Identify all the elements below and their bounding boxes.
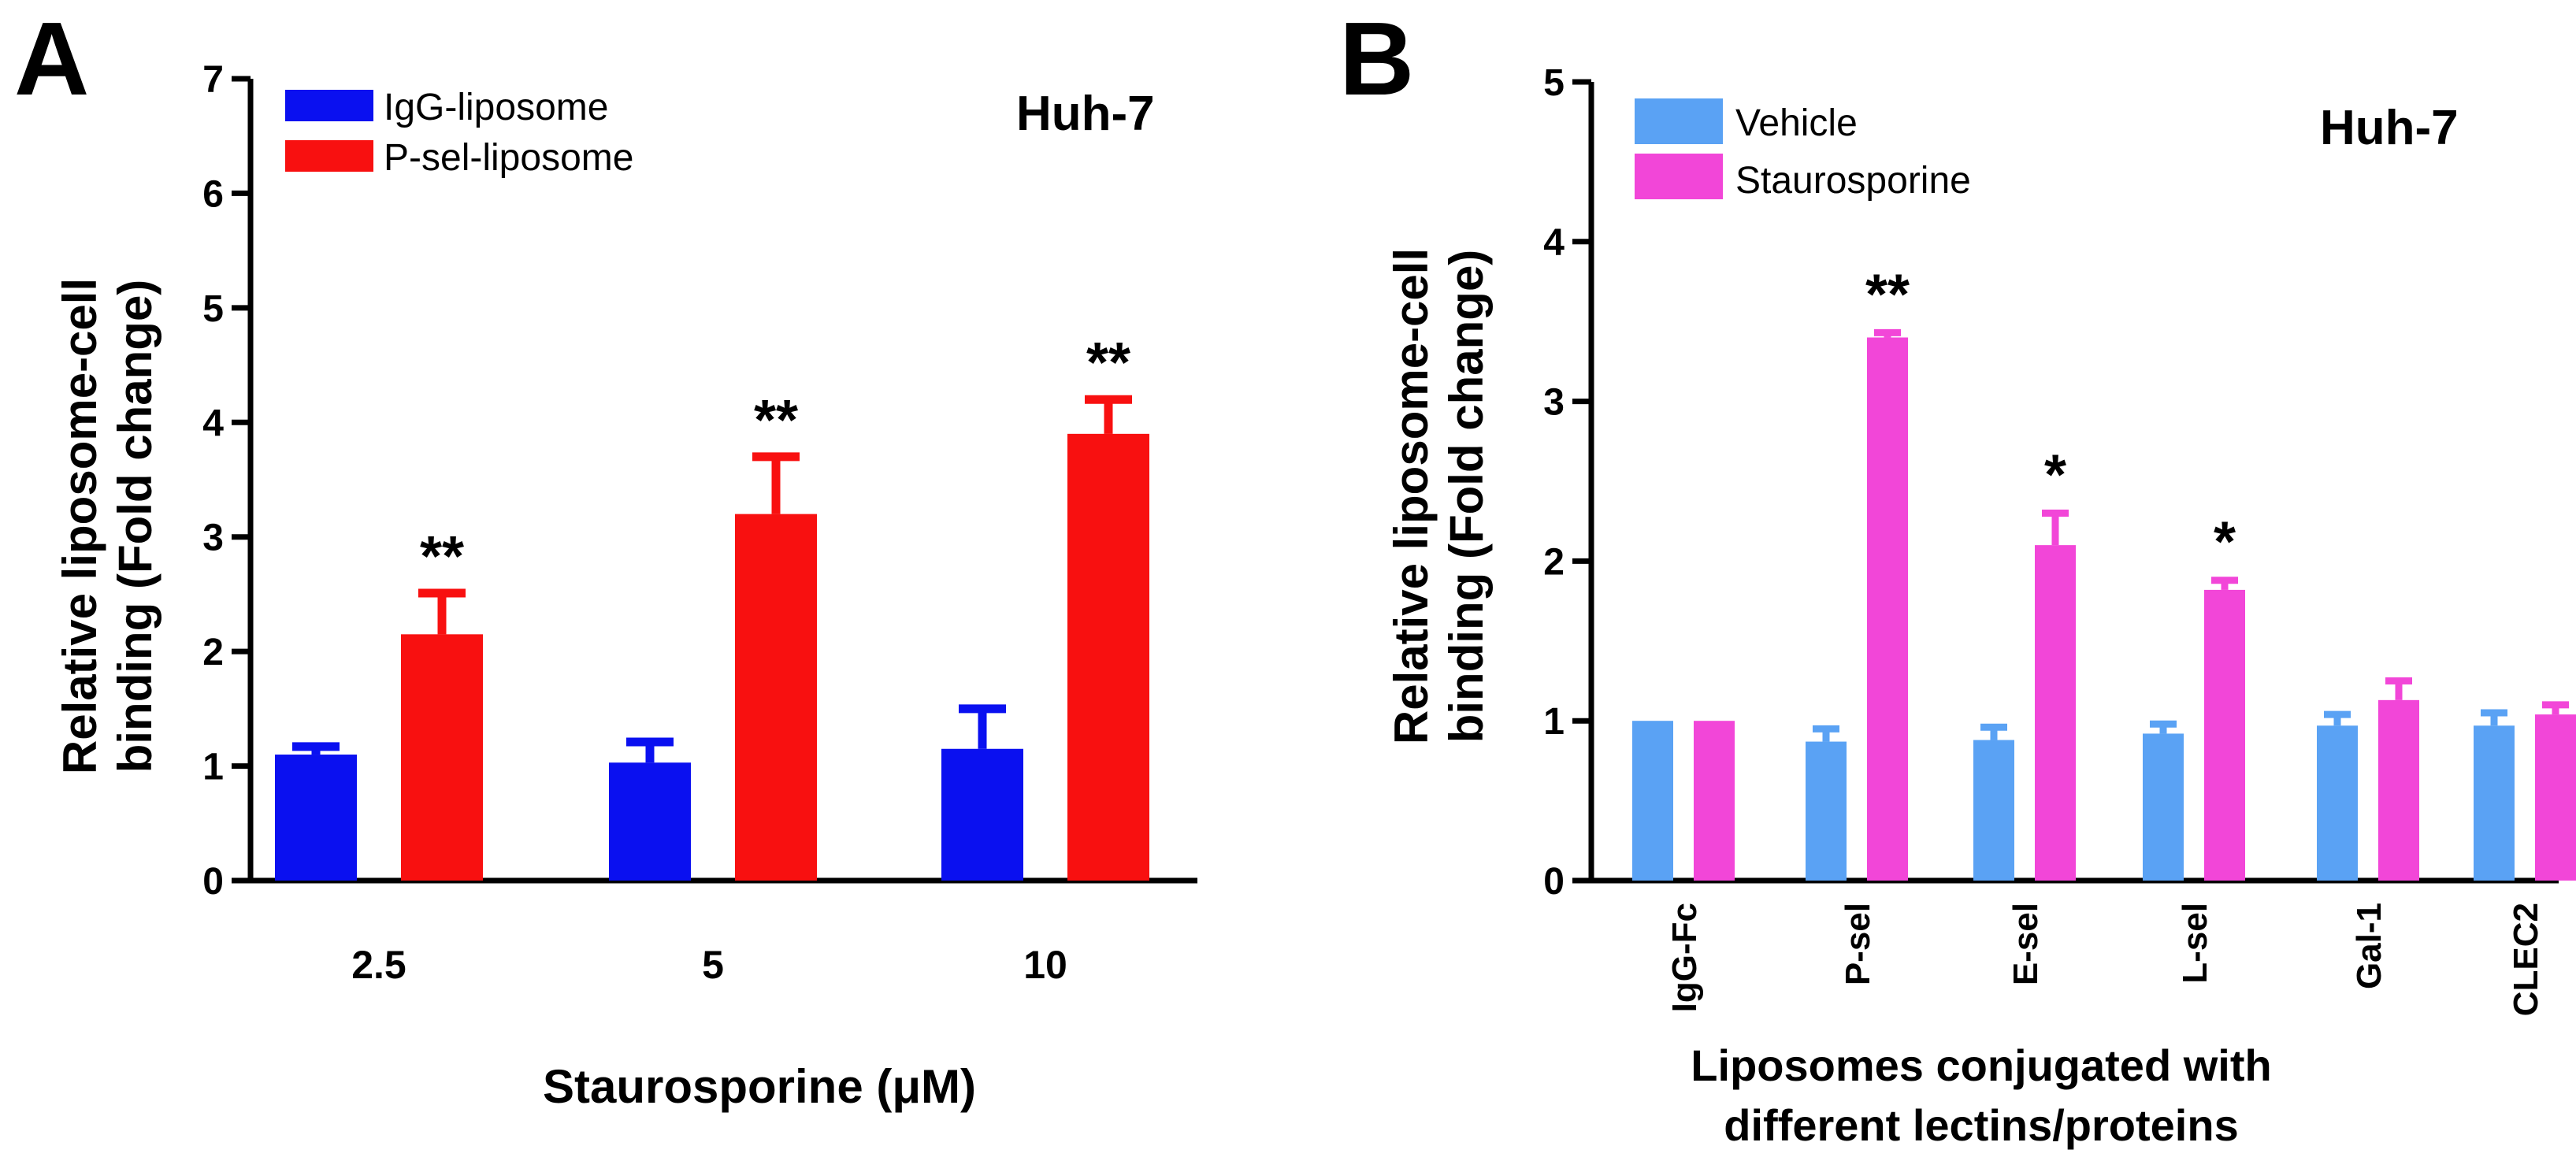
y-tick-label: 5: [1543, 62, 1565, 104]
panel-a: A Huh-7 IgG-liposome P-sel-liposome 0 1 2 3…: [14, 1, 1197, 1113]
y-tick-label: 2: [202, 632, 224, 673]
x-tick-label-5: 5: [702, 943, 724, 987]
significance-e-sel: *: [2044, 444, 2066, 507]
panel-a-x-tick-labels: 2.5 5 10: [351, 943, 1067, 987]
panel-b-bars: ****: [1632, 263, 2576, 881]
panel-a-y-axis: 0 1 2 3 4 5 6 7: [202, 59, 1197, 903]
y-tick-label: 4: [1543, 222, 1565, 264]
x-tick-label-10: 10: [1023, 943, 1067, 987]
panel-b-x-axis-title-line-2: different lectins/proteins: [1724, 1100, 2238, 1150]
x-tick-label-e-sel: E-sel: [2006, 903, 2045, 985]
bar-vehicle-l-sel: [2143, 733, 2184, 881]
bar-p-sel-liposome-10: [1067, 433, 1149, 881]
panel-b-x-tick-labels: IgG-Fc P-sel E-sel L-sel Gal-1 CLEC2: [1665, 903, 2545, 1016]
bar-staurosporine-gal-1: [2378, 699, 2419, 881]
bar-staurosporine-p-sel: [1867, 337, 1908, 881]
bar-igg-liposome-5: [609, 762, 691, 881]
panel-a-legend: IgG-liposome P-sel-liposome: [285, 87, 633, 179]
legend-label-vehicle: Vehicle: [1735, 102, 1858, 144]
x-tick-label-gal-1: Gal-1: [2350, 903, 2389, 989]
y-tick-label: 6: [202, 173, 224, 215]
legend-swatch-vehicle: [1635, 98, 1723, 144]
significance-p-sel: **: [1865, 263, 1910, 326]
x-tick-label-2-5: 2.5: [351, 943, 406, 987]
bar-vehicle-gal-1: [2317, 725, 2358, 881]
panel-b-legend: Vehicle Staurosporine: [1635, 98, 1971, 202]
y-tick-label: 2: [1543, 541, 1565, 583]
panel-a-cell-line-label: Huh-7: [1016, 87, 1155, 141]
legend-swatch-p-sel-liposome: [285, 140, 373, 172]
panel-a-letter: A: [14, 1, 89, 117]
legend-label-p-sel-liposome: P-sel-liposome: [384, 137, 633, 179]
y-tick-label: 1: [202, 747, 224, 788]
legend-label-staurosporine: Staurosporine: [1735, 160, 1971, 202]
bar-vehicle-igg-fc: [1632, 721, 1673, 881]
x-tick-label-igg-fc: IgG-Fc: [1665, 903, 1704, 1012]
y-tick-label: 3: [1543, 382, 1565, 424]
bar-vehicle-p-sel: [1806, 741, 1847, 881]
bar-staurosporine-clec2: [2535, 714, 2576, 881]
x-tick-label-l-sel: L-sel: [2176, 903, 2214, 984]
y-tick-label: 0: [1543, 861, 1565, 903]
bar-vehicle-e-sel: [1973, 740, 2014, 881]
bar-staurosporine-l-sel: [2204, 589, 2245, 881]
significance-l-sel: *: [2214, 511, 2236, 574]
panel-b-x-axis-title-line-1: Liposomes conjugated with: [1691, 1040, 2271, 1090]
bar-p-sel-liposome-5: [735, 514, 817, 881]
bar-p-sel-liposome-2-5: [401, 634, 483, 881]
bar-staurosporine-e-sel: [2035, 545, 2076, 881]
y-tick-label: 1: [1543, 701, 1565, 743]
significance-2-5: **: [420, 525, 464, 588]
legend-swatch-igg-liposome: [285, 90, 373, 121]
panel-a-bars: ** ** **: [275, 332, 1149, 881]
panel-b-y-axis-title-line-1: Relative liposome-cell: [1385, 248, 1438, 744]
y-tick-label: 5: [202, 288, 224, 330]
legend-swatch-staurosporine: [1635, 154, 1723, 199]
bar-vehicle-clec2: [2474, 725, 2515, 881]
panel-a-y-axis-title-line-2: binding (Fold change): [109, 280, 161, 773]
bar-igg-liposome-10: [941, 748, 1023, 881]
y-tick-label: 7: [202, 59, 224, 101]
y-tick-label: 3: [202, 517, 224, 559]
panel-b-letter: B: [1339, 1, 1414, 117]
panel-b-cell-line-label: Huh-7: [2320, 101, 2459, 155]
x-tick-label-p-sel: P-sel: [1839, 903, 1877, 985]
significance-5: **: [754, 389, 798, 452]
panel-a-x-axis-title: Staurosporine (μM): [543, 1060, 976, 1113]
significance-10: **: [1086, 332, 1130, 395]
y-tick-label: 0: [202, 861, 224, 903]
panel-b-y-axis-title-line-2: binding (Fold change): [1440, 250, 1493, 744]
x-tick-label-clec2: CLEC2: [2507, 903, 2545, 1016]
panel-a-y-axis-title-line-1: Relative liposome-cell: [54, 278, 106, 774]
bar-igg-liposome-2-5: [275, 755, 357, 881]
legend-label-igg-liposome: IgG-liposome: [384, 87, 608, 128]
y-tick-label: 4: [202, 402, 224, 444]
bar-staurosporine-igg-fc: [1694, 721, 1735, 881]
